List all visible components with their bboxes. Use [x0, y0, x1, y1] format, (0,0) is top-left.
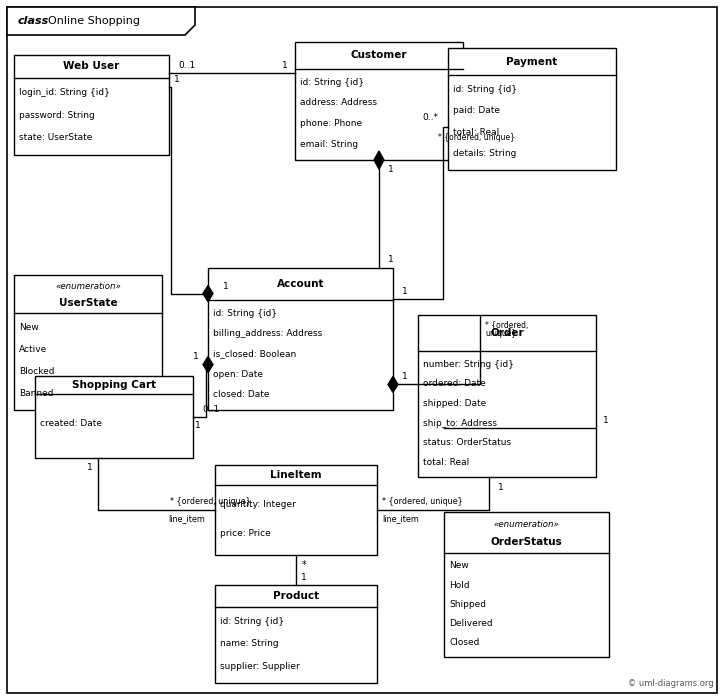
Text: 0..1: 0..1	[203, 405, 219, 414]
Polygon shape	[374, 151, 384, 169]
Bar	[208, 268, 393, 410]
Text: Closed: Closed	[449, 638, 479, 647]
Text: Order: Order	[490, 328, 523, 338]
Text: shipped: Date: shipped: Date	[423, 399, 487, 408]
Bar	[295, 42, 463, 160]
Text: Delivered: Delivered	[449, 619, 492, 628]
Bar	[215, 465, 377, 555]
Text: state: UserState: state: UserState	[19, 134, 93, 142]
Text: name: String: name: String	[220, 639, 279, 648]
Text: status: OrderStatus: status: OrderStatus	[423, 438, 511, 447]
Text: supplier: Supplier: supplier: Supplier	[220, 662, 300, 671]
Text: 1: 1	[223, 282, 229, 291]
Text: 1: 1	[402, 372, 408, 381]
Text: Shipped: Shipped	[449, 600, 486, 609]
Text: Product: Product	[273, 591, 319, 601]
Text: Customer: Customer	[350, 50, 407, 60]
Bar	[35, 376, 193, 458]
Text: class: class	[18, 16, 49, 26]
Text: * {ordered, unique}: * {ordered, unique}	[170, 496, 251, 505]
Text: Payment: Payment	[506, 57, 557, 66]
Text: email: String: email: String	[300, 140, 358, 149]
Text: closed: Date: closed: Date	[213, 390, 269, 399]
Text: LineItem: LineItem	[270, 470, 321, 480]
Text: 1: 1	[174, 76, 180, 85]
Text: Account: Account	[277, 279, 324, 289]
Text: New: New	[19, 323, 39, 332]
Text: Hold: Hold	[449, 580, 470, 589]
Text: 1: 1	[195, 421, 201, 430]
Text: id: String {id}: id: String {id}	[300, 78, 364, 87]
Text: id: String {id}: id: String {id}	[453, 85, 517, 94]
Text: phone: Phone: phone: Phone	[300, 119, 362, 128]
Text: 1: 1	[388, 165, 394, 174]
Text: 1: 1	[282, 62, 288, 71]
Polygon shape	[388, 377, 398, 393]
Bar	[215, 585, 377, 683]
Text: 1: 1	[193, 352, 199, 361]
Text: * {ordered, unique}: * {ordered, unique}	[382, 496, 463, 505]
Bar	[418, 315, 596, 477]
Text: ordered: Date: ordered: Date	[423, 379, 486, 389]
Text: New: New	[449, 561, 468, 570]
Text: Online Shopping: Online Shopping	[48, 16, 140, 26]
Text: * {ordered, unique}: * {ordered, unique}	[438, 133, 515, 142]
Text: Blocked: Blocked	[19, 367, 54, 376]
Text: line_item: line_item	[382, 514, 419, 524]
Text: open: Date: open: Date	[213, 370, 263, 379]
Polygon shape	[7, 7, 195, 35]
Text: 1: 1	[301, 573, 307, 582]
Text: id: String {id}: id: String {id}	[213, 309, 277, 318]
Text: Banned: Banned	[19, 389, 54, 398]
Text: paid: Date: paid: Date	[453, 106, 500, 116]
Text: ship_to: Address: ship_to: Address	[423, 419, 497, 428]
Text: password: String: password: String	[19, 111, 95, 120]
Text: quantity: Integer: quantity: Integer	[220, 500, 296, 509]
Text: *: *	[302, 560, 306, 570]
Bar	[444, 512, 609, 657]
Text: total: Real: total: Real	[423, 458, 469, 467]
Text: «enumeration»: «enumeration»	[494, 520, 560, 529]
Text: unique}: unique}	[485, 329, 516, 338]
Bar	[14, 275, 162, 410]
Text: 1: 1	[402, 287, 408, 295]
Text: address: Address: address: Address	[300, 98, 377, 107]
Text: created: Date: created: Date	[40, 419, 102, 428]
Text: 1: 1	[603, 416, 609, 425]
Text: © uml-diagrams.org: © uml-diagrams.org	[628, 679, 714, 688]
Text: OrderStatus: OrderStatus	[491, 537, 563, 547]
Text: * {ordered,: * {ordered,	[485, 320, 529, 329]
Text: 1: 1	[498, 482, 504, 491]
Text: Active: Active	[19, 345, 47, 354]
Text: line_item: line_item	[168, 514, 205, 524]
Text: is_closed: Boolean: is_closed: Boolean	[213, 349, 296, 358]
Text: number: String {id}: number: String {id}	[423, 360, 514, 369]
Text: 0..1: 0..1	[178, 62, 195, 71]
Text: «enumeration»: «enumeration»	[55, 282, 121, 291]
Polygon shape	[203, 286, 213, 302]
Text: Web User: Web User	[64, 62, 119, 71]
Bar	[448, 48, 616, 170]
Bar	[14, 55, 169, 155]
Text: login_id: String {id}: login_id: String {id}	[19, 88, 110, 97]
Text: 1: 1	[388, 256, 394, 265]
Text: price: Price: price: Price	[220, 528, 271, 538]
Text: 1: 1	[88, 463, 93, 473]
Text: UserState: UserState	[59, 298, 117, 308]
Text: details: String: details: String	[453, 149, 516, 158]
Text: billing_address: Address: billing_address: Address	[213, 329, 322, 338]
Text: Shopping Cart: Shopping Cart	[72, 380, 156, 390]
Text: total: Real: total: Real	[453, 128, 500, 137]
Text: id: String {id}: id: String {id}	[220, 617, 284, 626]
Text: 0..*: 0..*	[422, 113, 438, 122]
Polygon shape	[203, 356, 213, 372]
